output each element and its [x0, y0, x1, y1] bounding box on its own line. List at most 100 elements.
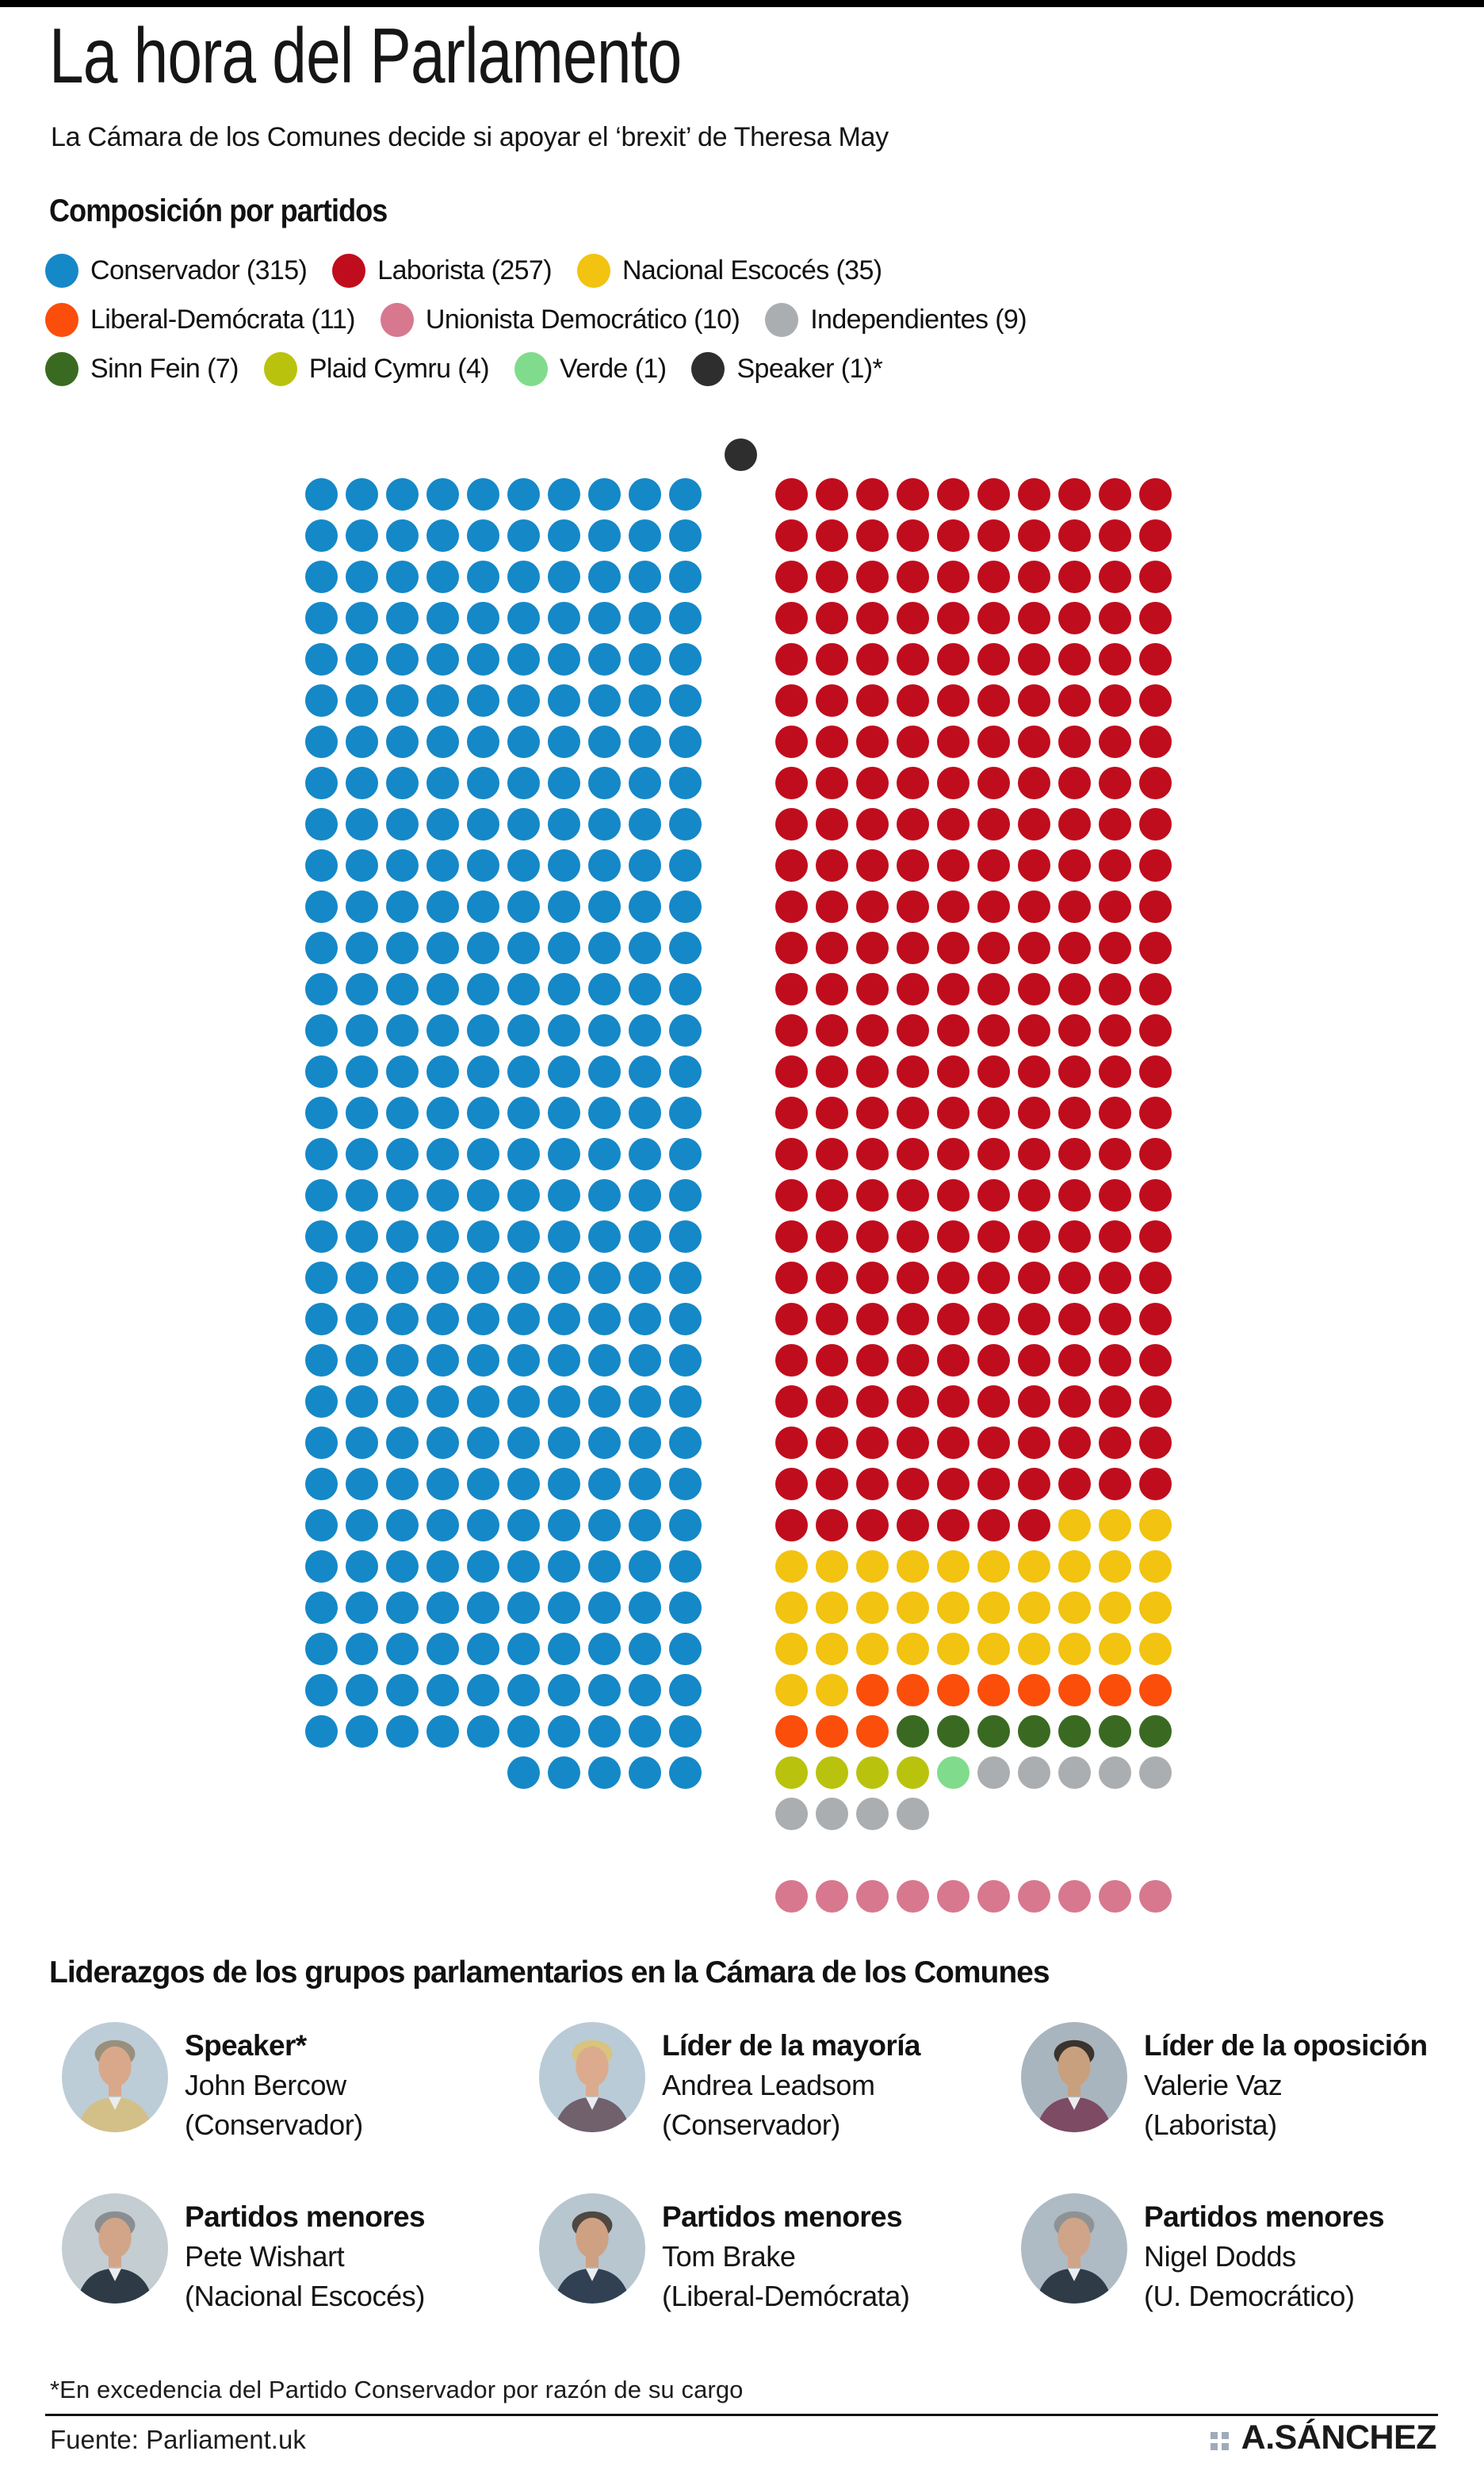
seat-dot-conservador: [305, 1385, 338, 1418]
seat-dot-laborista: [897, 726, 929, 758]
seat-dot-laborista: [775, 1344, 808, 1377]
seat-dot-conservador: [426, 1055, 459, 1088]
seat-dot-laborista: [897, 808, 929, 841]
seat-dot-conservador: [548, 1097, 580, 1129]
seat-dot-conservador: [669, 1427, 702, 1459]
seat-dot-laborista: [775, 1138, 808, 1170]
seat-dot-laborista: [775, 1509, 808, 1541]
leader-party: (U. Democrático): [1144, 2280, 1355, 2312]
legend-item-conservador: Conservador (315): [45, 253, 308, 288]
seat-dot-laborista: [937, 519, 970, 552]
leader-card-text: Líder de la oposición Valerie Vaz (Laboris…: [1144, 2025, 1428, 2145]
seat-dot-conservador: [467, 932, 499, 964]
seat-dot-laborista: [1058, 1179, 1091, 1212]
seat-dot-nacional_escoces: [937, 1633, 970, 1665]
seat-dot-laborista: [897, 767, 929, 799]
seat-dot-laborista: [1058, 767, 1091, 799]
seat-dot-laborista: [1018, 1344, 1050, 1377]
seat-dot-liberal_democrata: [856, 1715, 889, 1748]
seat-dot-laborista: [1139, 1303, 1172, 1335]
seat-dot-sinn_fein: [977, 1715, 1010, 1748]
legend-item-speaker: Speaker (1)*: [691, 351, 883, 386]
seat-dot-conservador: [588, 1303, 621, 1335]
seat-dot-conservador: [467, 643, 499, 676]
seat-dot-conservador: [305, 767, 338, 799]
leader-card-andrea-leadsom: Líder de la mayoría Andrea Leadsom (Conser…: [539, 2020, 999, 2147]
seat-dot-conservador: [467, 1509, 499, 1541]
seat-dot-conservador: [346, 1303, 378, 1335]
seat-dot-conservador: [426, 1427, 459, 1459]
seat-dot-conservador: [588, 973, 621, 1005]
seat-dot-conservador: [548, 643, 580, 676]
seat-dot-nacional_escoces: [816, 1550, 848, 1583]
seat-dot-conservador: [426, 1591, 459, 1624]
seat-dot-laborista: [977, 1014, 1010, 1047]
seat-dot-conservador: [507, 643, 540, 676]
leader-photo: [1021, 2193, 1127, 2304]
seat-dot-conservador: [669, 1344, 702, 1377]
seat-dot-conservador: [305, 1427, 338, 1459]
seat-dot-laborista: [1018, 726, 1050, 758]
seat-dot-conservador: [507, 602, 540, 634]
seat-dot-conservador: [588, 1014, 621, 1047]
person-silhouette-icon: [553, 2039, 631, 2132]
seat-dot-conservador: [548, 1385, 580, 1418]
legend-label: Unionista Democrático (10): [425, 304, 740, 335]
seat-dot-conservador: [588, 932, 621, 964]
seat-dot-laborista: [1058, 932, 1091, 964]
seat-dot-conservador: [467, 1344, 499, 1377]
seat-dot-nacional_escoces: [1099, 1591, 1131, 1624]
seat-dot-laborista: [937, 478, 970, 511]
seat-dot-laborista: [1018, 808, 1050, 841]
seat-dot-laborista: [897, 1220, 929, 1253]
seat-dot-conservador: [548, 602, 580, 634]
conservador-dot-icon: [45, 253, 78, 288]
leader-name: Tom Brake: [662, 2240, 796, 2273]
seat-dot-laborista: [937, 1427, 970, 1459]
seat-dot-conservador: [467, 478, 499, 511]
seat-dot-conservador: [305, 1509, 338, 1541]
seat-dot-laborista: [977, 519, 1010, 552]
seat-dot-laborista: [816, 1179, 848, 1212]
seat-dot-laborista: [937, 1262, 970, 1294]
seat-dot-conservador: [467, 767, 499, 799]
seat-dot-nacional_escoces: [1018, 1633, 1050, 1665]
seat-dot-laborista: [1099, 1303, 1131, 1335]
seat-dot-liberal_democrata: [856, 1674, 889, 1706]
seat-dot-conservador: [548, 561, 580, 593]
seat-dot-conservador: [386, 1138, 419, 1170]
seat-dot-conservador: [426, 1344, 459, 1377]
seat-dot-nacional_escoces: [977, 1591, 1010, 1624]
seat-dot-sinn_fein: [897, 1715, 929, 1748]
seat-dot-conservador: [467, 1220, 499, 1253]
seat-dot-laborista: [897, 1344, 929, 1377]
seat-dot-laborista: [937, 1220, 970, 1253]
seat-dot-laborista: [816, 1055, 848, 1088]
seat-dot-conservador: [629, 519, 661, 552]
seat-dot-laborista: [775, 561, 808, 593]
seat-dot-laborista: [1099, 808, 1131, 841]
seat-dot-laborista: [775, 1097, 808, 1129]
seat-dot-sinn_fein: [1099, 1715, 1131, 1748]
seat-dot-conservador: [305, 890, 338, 923]
seat-dot-conservador: [426, 1097, 459, 1129]
seat-dot-conservador: [629, 1715, 661, 1748]
seat-dot-laborista: [897, 602, 929, 634]
seat-dot-sinn_fein: [1018, 1715, 1050, 1748]
seat-dot-conservador: [629, 1014, 661, 1047]
seat-dot-conservador: [507, 1550, 540, 1583]
leader-card-john-bercow: Speaker* John Bercow (Conservador): [62, 2020, 522, 2147]
seat-dot-conservador: [507, 478, 540, 511]
seat-dot-laborista: [897, 684, 929, 717]
seat-dot-laborista: [1018, 1179, 1050, 1212]
seat-dot-plaid_cymru: [816, 1756, 848, 1789]
seat-dot-conservador: [426, 561, 459, 593]
seat-dot-nacional_escoces: [977, 1550, 1010, 1583]
seat-dot-conservador: [426, 1509, 459, 1541]
seat-dot-laborista: [816, 890, 848, 923]
seat-dot-conservador: [305, 561, 338, 593]
seat-dot-laborista: [1139, 1468, 1172, 1500]
leader-role: Partidos menores: [1144, 2200, 1385, 2233]
seat-dot-nacional_escoces: [937, 1591, 970, 1624]
seat-dot-conservador: [669, 808, 702, 841]
